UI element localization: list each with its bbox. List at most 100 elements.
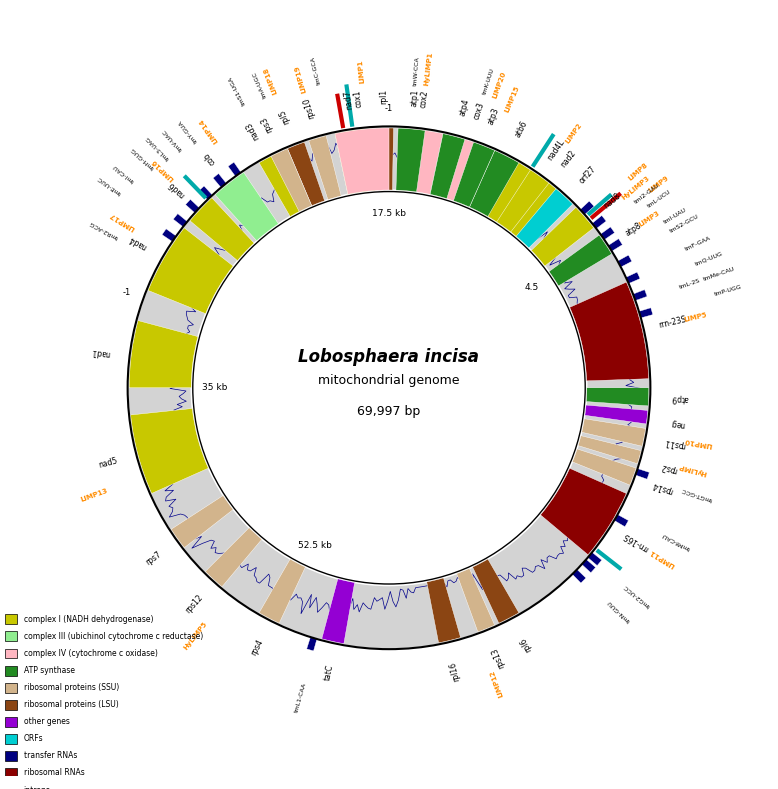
Text: HyLIMP5: HyLIMP5	[183, 620, 209, 651]
Text: tmR2-ACG: tmR2-ACG	[89, 220, 120, 240]
Text: LIMP19: LIMP19	[293, 64, 307, 93]
Text: transfer RNAs: transfer RNAs	[23, 751, 77, 761]
Text: nad3: nad3	[244, 121, 261, 142]
Text: rps7: rps7	[144, 550, 163, 567]
Wedge shape	[626, 272, 640, 283]
Text: atp3: atp3	[486, 107, 500, 126]
Wedge shape	[131, 409, 209, 493]
Text: LIMP10: LIMP10	[684, 437, 713, 448]
Text: tatC: tatC	[322, 664, 335, 681]
Wedge shape	[580, 201, 594, 215]
Text: 4.5: 4.5	[525, 283, 539, 292]
Text: nad1: nad1	[90, 346, 110, 358]
Text: -1: -1	[122, 288, 131, 297]
Text: rps12: rps12	[184, 593, 205, 615]
Wedge shape	[454, 142, 495, 208]
Text: LIMP18: LIMP18	[263, 65, 279, 95]
Bar	[5, 649, 17, 659]
Wedge shape	[578, 436, 641, 464]
Text: complex I (NADH dehydrogenase): complex I (NADH dehydrogenase)	[23, 615, 153, 624]
Text: cox1: cox1	[353, 89, 364, 108]
Bar	[5, 768, 17, 778]
Text: tmS1-UGA: tmS1-UGA	[228, 75, 247, 107]
Text: LIMP9: LIMP9	[647, 175, 670, 194]
Bar	[5, 666, 17, 675]
Wedge shape	[582, 559, 596, 573]
Wedge shape	[472, 559, 519, 623]
Wedge shape	[216, 172, 279, 241]
Wedge shape	[199, 186, 212, 200]
Wedge shape	[582, 419, 646, 447]
Wedge shape	[148, 228, 233, 314]
Wedge shape	[335, 128, 389, 194]
Text: rps13: rps13	[489, 645, 506, 669]
Text: LIMP12: LIMP12	[489, 668, 504, 697]
Text: tmL3-UAG: tmL3-UAG	[145, 135, 170, 161]
Wedge shape	[601, 227, 615, 240]
Wedge shape	[171, 495, 233, 548]
Text: orf27: orf27	[577, 165, 598, 185]
Bar	[5, 700, 17, 709]
Wedge shape	[636, 469, 650, 479]
Text: cob: cob	[202, 151, 218, 166]
Wedge shape	[307, 637, 317, 651]
Text: tmW-CCA: tmW-CCA	[413, 56, 420, 86]
Wedge shape	[288, 142, 324, 206]
Text: rps2: rps2	[659, 462, 678, 475]
Text: rps4: rps4	[249, 638, 265, 656]
Text: complex III (ubichinol cytochrome c reductase): complex III (ubichinol cytochrome c redu…	[23, 632, 203, 641]
Text: tmY-GUA: tmY-GUA	[178, 118, 199, 144]
Text: LIMP20: LIMP20	[492, 71, 506, 99]
Wedge shape	[639, 308, 653, 318]
Text: LIMP2: LIMP2	[564, 122, 583, 145]
Text: rpl1: rpl1	[380, 89, 388, 105]
Text: LIMP15: LIMP15	[503, 84, 520, 113]
Text: rrn-16S: rrn-16S	[622, 531, 650, 553]
Text: tmMf-CAU: tmMf-CAU	[662, 531, 692, 550]
Text: LIMP3: LIMP3	[638, 210, 661, 228]
Text: tmI-UAU: tmI-UAU	[662, 208, 687, 225]
Wedge shape	[213, 174, 226, 188]
Wedge shape	[399, 129, 443, 194]
Text: tmG2-UCC: tmG2-UCC	[622, 583, 651, 608]
Text: LIMP13: LIMP13	[79, 488, 108, 503]
Text: LIMP8: LIMP8	[627, 162, 649, 181]
Text: cox3: cox3	[471, 101, 486, 121]
Wedge shape	[633, 290, 647, 301]
Bar	[5, 615, 17, 624]
Text: rps10: rps10	[302, 96, 316, 120]
Text: nad8: nad8	[601, 191, 622, 211]
Text: ORFs: ORFs	[23, 735, 44, 743]
Text: ribosomal proteins (LSU): ribosomal proteins (LSU)	[23, 700, 118, 709]
Text: tmMe-CAU: tmMe-CAU	[703, 267, 735, 282]
Text: introns: introns	[23, 786, 51, 789]
Text: tmL-2S: tmL-2S	[678, 279, 701, 290]
Wedge shape	[469, 151, 519, 216]
Wedge shape	[430, 133, 465, 199]
Wedge shape	[322, 579, 355, 644]
Text: atp1: atp1	[409, 89, 419, 107]
Bar	[5, 751, 17, 761]
Bar	[5, 631, 17, 641]
Wedge shape	[376, 128, 394, 190]
Text: -1: -1	[385, 104, 393, 113]
Text: complex IV (cytochrome c oxidase): complex IV (cytochrome c oxidase)	[23, 649, 158, 658]
Text: 17.5 kb: 17.5 kb	[372, 209, 406, 218]
Text: neg: neg	[670, 418, 685, 428]
Wedge shape	[516, 189, 573, 248]
Wedge shape	[573, 449, 636, 485]
Circle shape	[129, 128, 649, 648]
Wedge shape	[614, 514, 629, 527]
Text: tmF-GAA: tmF-GAA	[685, 235, 712, 252]
Bar	[5, 716, 17, 727]
Circle shape	[191, 190, 587, 585]
Text: rps11: rps11	[663, 437, 686, 450]
Text: nad5: nad5	[97, 456, 118, 470]
Text: LIMP1: LIMP1	[357, 59, 366, 83]
Text: tmS2-GCU: tmS2-GCU	[668, 214, 699, 234]
Text: atb6: atb6	[513, 119, 529, 139]
Wedge shape	[457, 568, 495, 632]
Text: tmGT-GCC: tmGT-GCC	[681, 486, 713, 502]
Text: tmP-UGG: tmP-UGG	[713, 284, 743, 297]
Wedge shape	[541, 468, 626, 555]
